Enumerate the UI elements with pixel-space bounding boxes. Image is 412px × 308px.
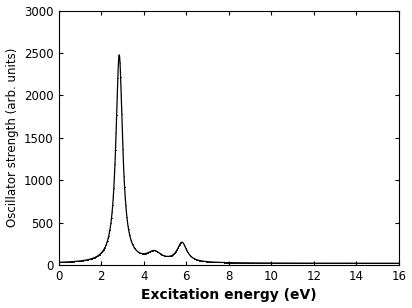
- Y-axis label: Oscillator strength (arb. units): Oscillator strength (arb. units): [5, 48, 19, 228]
- X-axis label: Excitation energy (eV): Excitation energy (eV): [141, 289, 316, 302]
